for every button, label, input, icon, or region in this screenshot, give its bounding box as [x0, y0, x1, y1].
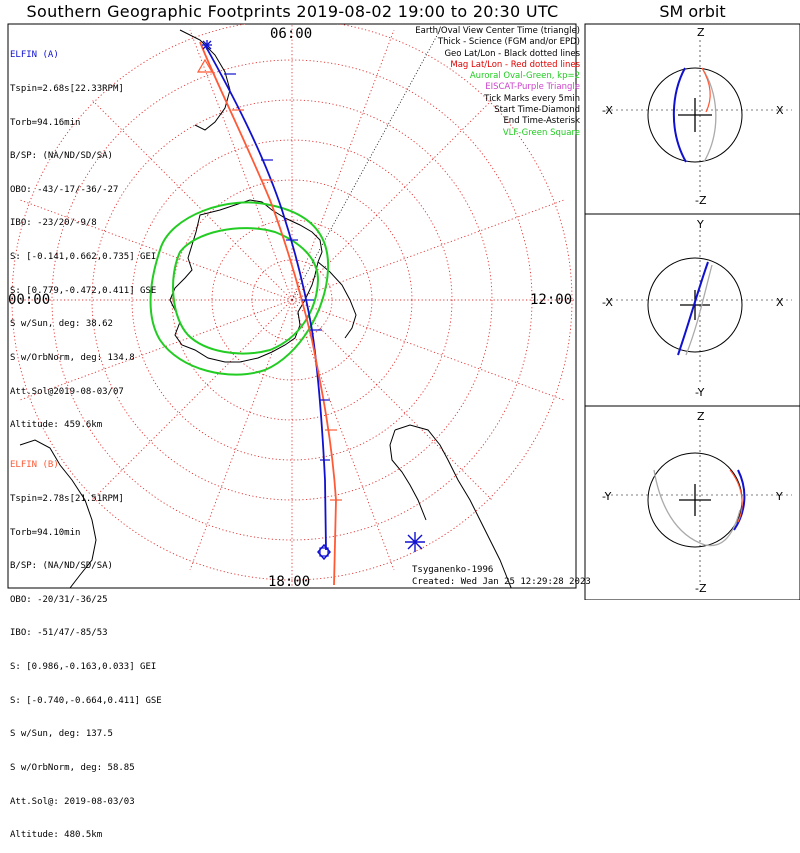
sm-panel-yz	[606, 425, 792, 582]
legend-item: End Time-Asterisk	[503, 116, 580, 127]
page-title: Southern Geographic Footprints 2019-08-0…	[26, 2, 559, 21]
elfin-b-line: IBO: -51/47/-85/53	[10, 628, 108, 639]
model-credit: Tsyganenko-1996	[412, 565, 494, 575]
antarctica-coastline	[169, 199, 323, 363]
elfin-a-line: Altitude: 459.6km	[10, 420, 103, 431]
legend-item: Mag Lat/Lon - Red dotted lines	[450, 59, 580, 70]
sm3-left-label: -Y	[602, 490, 612, 503]
elfin-a-line: S: [-0.141,0.662,0.735] GEI	[10, 252, 157, 263]
station-asterisk	[405, 532, 425, 552]
elfin-a-line: Torb=94.16min	[10, 117, 81, 128]
sm3-bottom-label: -Z	[695, 582, 707, 595]
elfin-b-line: Altitude: 480.5km	[10, 830, 103, 841]
sm3-top-label: Z	[697, 410, 705, 423]
sm2-right-label: X	[776, 296, 784, 309]
time-label-left: 00:00	[8, 292, 51, 308]
elfin-a-track	[204, 44, 327, 551]
sm-orbit-title: SM orbit	[659, 2, 726, 21]
sm1-top-label: Z	[697, 26, 705, 39]
elfin-b-name: ELFIN (B)	[10, 460, 59, 471]
elfin-a-line: OBO: -43/-17/-36/-27	[10, 184, 119, 195]
mag-lon-lines	[8, 24, 576, 588]
sm3-right-label: Y	[776, 490, 783, 503]
footprint-map	[7, 23, 800, 600]
legend-item: Auroral Oval-Green, kp=2	[469, 71, 580, 82]
legend-item: Tick Marks every 5min	[484, 93, 580, 104]
elfin-b-ticks	[232, 109, 342, 501]
sm2-bottom-label: -Y	[695, 386, 705, 399]
sm-panels	[584, 23, 800, 600]
legend-item: Start Time-Diamond	[494, 105, 580, 116]
elfin-b-track	[199, 41, 337, 586]
elfin-a-end-asterisk	[202, 40, 212, 50]
elfin-a-info: ELFIN (A) Tspin=2.68s[22.33RPM] Torb=94.…	[10, 28, 156, 443]
elfin-b-line: S w/OrbNorm, deg: 58.85	[10, 762, 135, 773]
elfin-b-line: Att.Sol@: 2019-08-03/03	[10, 796, 135, 807]
sm2-top-label: Y	[697, 218, 704, 231]
elfin-a-vlf-square	[319, 547, 329, 557]
elfin-a-line: S w/OrbNorm, deg: 134.8	[10, 352, 135, 363]
legend-item: Earth/Oval View Center Time (triangle)	[415, 26, 580, 36]
legend-item: EISCAT-Purple Triangle	[485, 82, 580, 93]
antarctic-peninsula	[317, 261, 357, 339]
sm-panel-xz	[606, 40, 792, 192]
elfin-b-line: Tspin=2.78s[21.51RPM]	[10, 494, 124, 505]
sm1-right-label: X	[776, 104, 784, 117]
map-content	[8, 24, 576, 588]
elfin-a-line: Tspin=2.68s[22.33RPM]	[10, 84, 124, 95]
elfin-b-line: OBO: -20/31/-36/25	[10, 594, 108, 605]
map-legend: Earth/Oval View Center Time (triangle) T…	[415, 26, 580, 139]
elfin-a-line: Att.Sol@2019-08-03/07	[10, 386, 124, 397]
elfin-a-name: ELFIN (A)	[10, 50, 59, 61]
legend-item: Thick - Science (FGM and/or EPD)	[437, 37, 580, 48]
created-timestamp: Created: Wed Jan 25 12:29:28 2023	[412, 577, 591, 587]
south-america-coastline	[389, 424, 512, 588]
sm-panel-xy	[606, 230, 792, 385]
time-label-top: 06:00	[270, 26, 313, 42]
elfin-b-line: B/SP: (NA/ND/SD/SA)	[10, 561, 113, 572]
elfin-b-line: S: [0.986,-0.163,0.033] GEI	[10, 662, 157, 673]
elfin-a-line: IBO: -23/20/-9/8	[10, 218, 97, 229]
auroral-oval-inner	[172, 227, 320, 355]
elfin-a-line: B/SP: (NA/ND/SD/SA)	[10, 151, 113, 162]
geo-meridian-line	[291, 29, 441, 301]
elfin-a-ticks	[224, 73, 330, 461]
elfin-a-line: S: [0.779,-0.472,0.411] GSE	[10, 285, 157, 296]
elfin-b-line: Torb=94.10min	[10, 527, 81, 538]
africa-coastline	[19, 439, 97, 588]
elfin-b-info: ELFIN (B) Tspin=2.78s[21.51RPM] Torb=94.…	[10, 438, 162, 853]
sm1-left-label: -X	[602, 104, 613, 117]
legend-item: VLF-Green Square	[502, 127, 580, 138]
elfin-b-view-center-triangle	[196, 58, 214, 73]
elfin-b-line: S: [-0.740,-0.664,0.411] GSE	[10, 695, 162, 706]
time-label-right: 12:00	[530, 292, 573, 308]
elfin-b-line: S w/Sun, deg: 137.5	[10, 729, 113, 740]
elfin-a-line: S w/Sun, deg: 38.62	[10, 319, 113, 330]
sm2-left-label: -X	[602, 296, 613, 309]
legend-item: Geo Lat/Lon - Black dotted lines	[444, 48, 580, 59]
time-label-bottom: 18:00	[268, 574, 311, 590]
sm1-bottom-label: -Z	[695, 194, 707, 207]
